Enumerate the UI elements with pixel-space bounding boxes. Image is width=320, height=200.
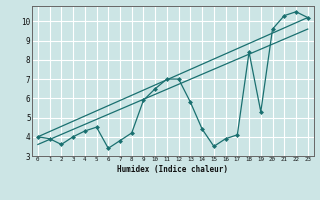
X-axis label: Humidex (Indice chaleur): Humidex (Indice chaleur) (117, 165, 228, 174)
